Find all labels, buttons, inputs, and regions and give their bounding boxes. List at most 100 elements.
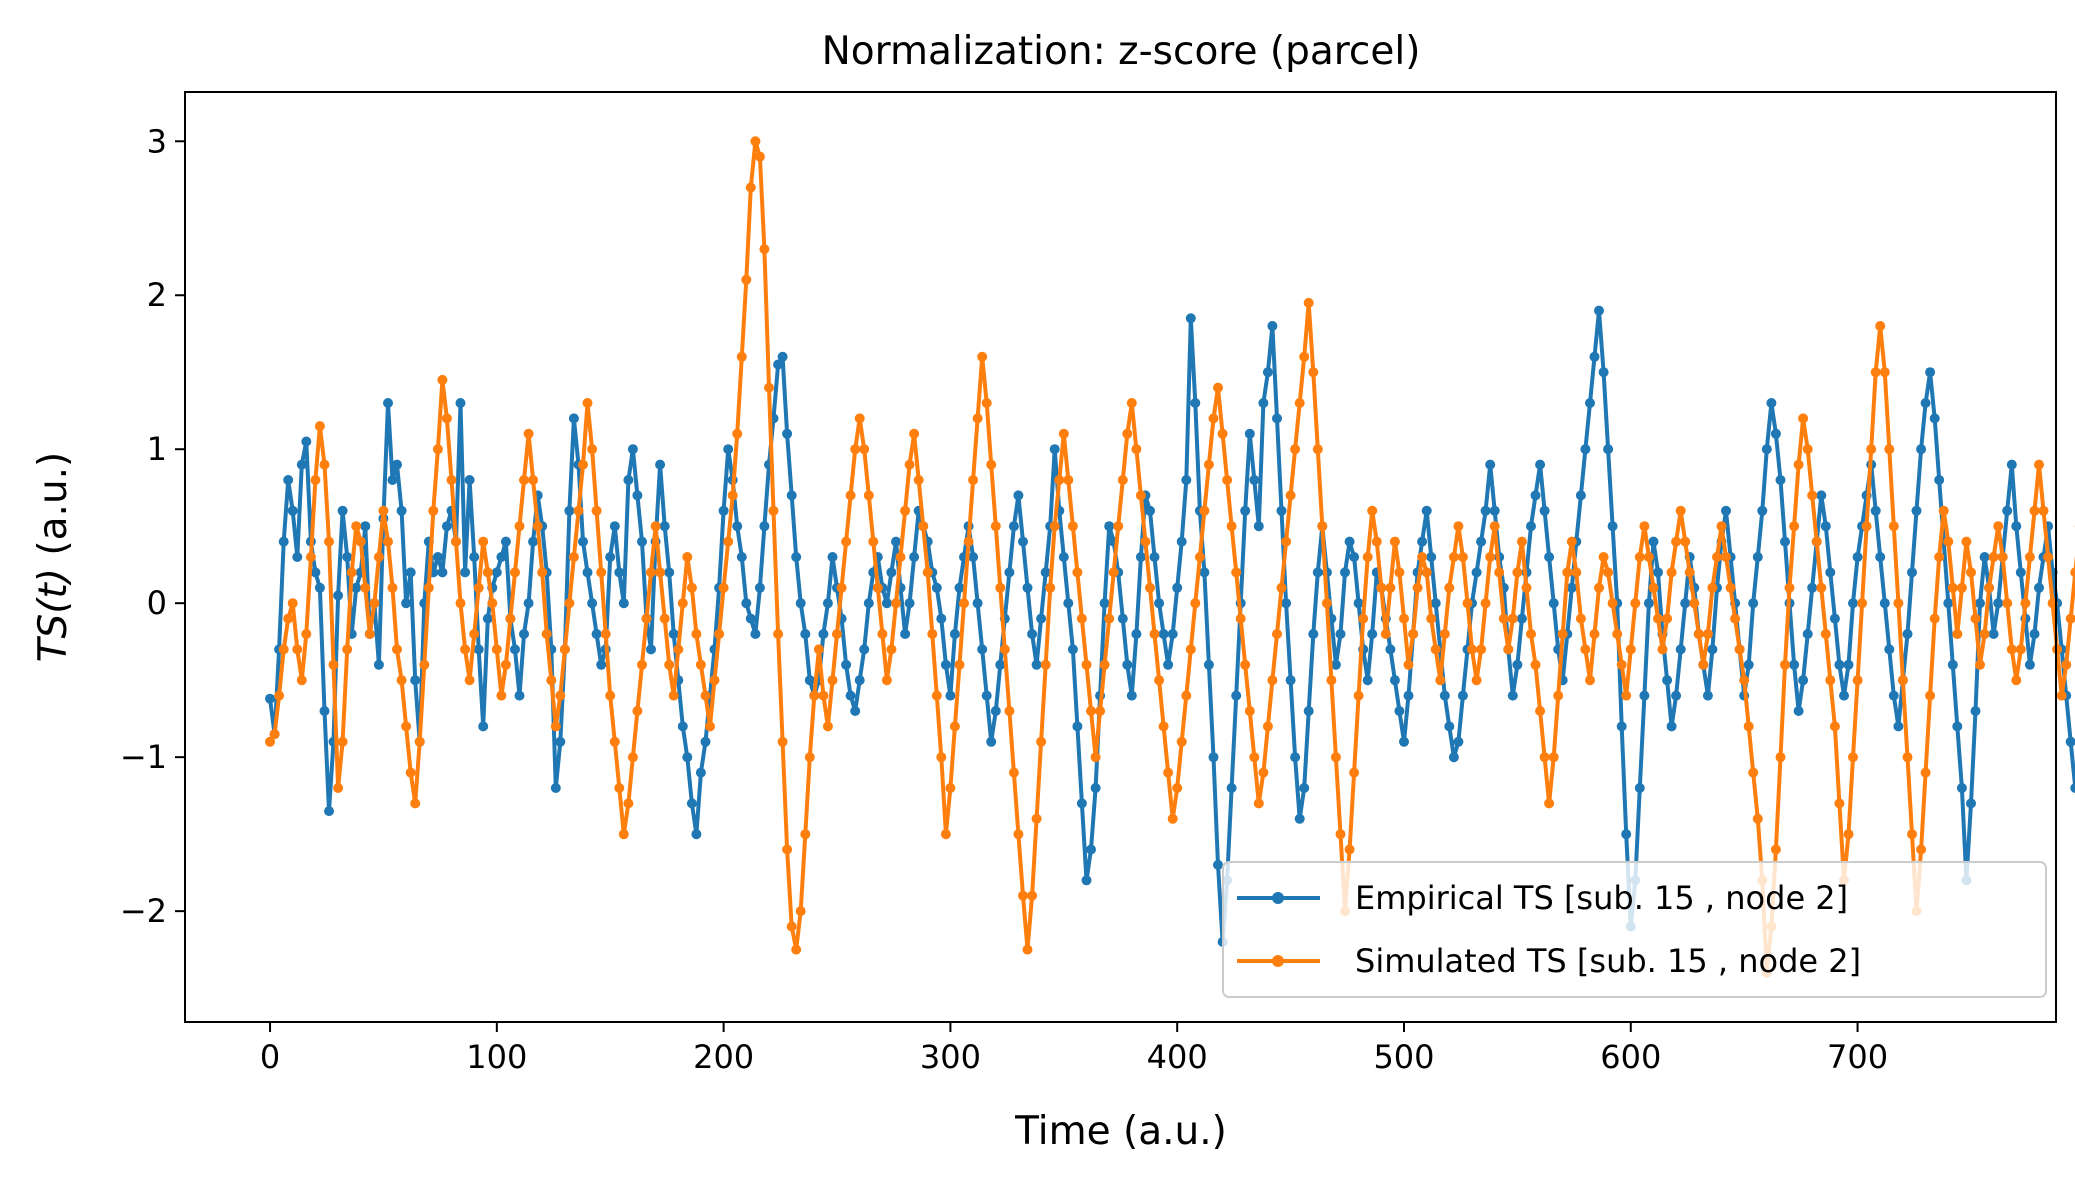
- x-tick-label: 0: [260, 1038, 280, 1076]
- data-point: [1476, 644, 1487, 655]
- data-point: [1349, 767, 1360, 778]
- data-point: [668, 690, 679, 701]
- data-point: [1471, 675, 1482, 686]
- data-point: [1013, 490, 1024, 501]
- x-axis-ticks: 0 100 200 300 400 500 600 700: [260, 1022, 1888, 1076]
- data-point: [514, 690, 525, 701]
- data-point: [909, 428, 920, 439]
- data-point: [591, 505, 602, 516]
- data-point: [1303, 297, 1314, 308]
- data-point: [1485, 459, 1496, 470]
- data-point: [1507, 613, 1518, 624]
- data-point: [854, 675, 865, 686]
- data-point: [1802, 444, 1813, 455]
- data-point: [1897, 675, 1908, 686]
- data-point: [1907, 567, 1917, 578]
- data-point: [1076, 613, 1087, 624]
- data-point: [695, 767, 706, 778]
- data-point: [1258, 398, 1269, 408]
- data-point: [1725, 582, 1736, 593]
- data-point: [954, 659, 965, 670]
- data-point: [473, 582, 484, 593]
- data-point: [346, 567, 357, 578]
- data-point: [999, 644, 1010, 655]
- data-point: [1752, 552, 1763, 562]
- data-point: [1766, 398, 1777, 408]
- data-point: [460, 644, 471, 655]
- data-point: [292, 644, 303, 655]
- data-point: [573, 505, 584, 516]
- data-point: [2006, 644, 2017, 655]
- data-point: [1276, 505, 1287, 516]
- data-point: [1893, 721, 1904, 732]
- data-point: [342, 644, 353, 655]
- data-point: [750, 629, 761, 639]
- data-point: [1789, 521, 1800, 532]
- data-point: [732, 428, 743, 439]
- data-point: [2038, 505, 2049, 516]
- data-point: [682, 752, 693, 763]
- data-point: [314, 582, 325, 593]
- data-point: [1117, 613, 1128, 624]
- data-point: [741, 274, 752, 285]
- data-point: [646, 644, 656, 655]
- data-point: [1249, 475, 1260, 485]
- data-point: [963, 536, 974, 547]
- data-point: [2061, 659, 2072, 670]
- data-point: [1630, 598, 1641, 609]
- data-point: [1217, 428, 1228, 439]
- data-point: [1702, 629, 1713, 639]
- data-point: [854, 413, 865, 424]
- data-point: [2002, 505, 2013, 516]
- x-tick-label: 300: [920, 1038, 981, 1076]
- data-point: [1394, 567, 1405, 578]
- data-point: [2011, 675, 2022, 686]
- data-point: [1036, 613, 1047, 624]
- data-point: [841, 536, 852, 547]
- data-point: [1943, 536, 1954, 547]
- data-point: [1140, 536, 1151, 547]
- data-point: [1004, 567, 1015, 578]
- data-point: [491, 567, 502, 578]
- data-point: [283, 475, 294, 485]
- data-point: [1716, 521, 1727, 532]
- data-point: [559, 644, 570, 655]
- data-point: [1249, 752, 1260, 763]
- data-point: [949, 629, 960, 639]
- data-point: [605, 690, 616, 701]
- data-point: [351, 582, 362, 593]
- data-point: [718, 505, 729, 516]
- data-point: [650, 521, 661, 532]
- data-point: [709, 675, 720, 686]
- data-point: [473, 644, 484, 655]
- data-point: [1031, 813, 1042, 824]
- data-point: [319, 706, 330, 716]
- data-point: [414, 736, 425, 747]
- data-point: [1480, 505, 1491, 516]
- data-point: [931, 582, 942, 593]
- data-point: [1317, 521, 1328, 532]
- data-point: [1920, 767, 1931, 778]
- data-point: [1294, 813, 1305, 824]
- y-tick-label: −1: [120, 738, 167, 776]
- data-point: [2029, 629, 2040, 639]
- data-point: [1018, 890, 1028, 901]
- data-point: [1058, 552, 1069, 562]
- data-point: [904, 598, 915, 609]
- data-point: [909, 552, 920, 562]
- data-point: [1158, 721, 1169, 732]
- data-point: [1526, 629, 1536, 639]
- data-point: [1104, 613, 1115, 624]
- data-point: [727, 490, 738, 501]
- data-point: [1480, 598, 1491, 609]
- data-point: [2065, 613, 2075, 624]
- data-point: [1580, 444, 1591, 455]
- data-point: [646, 567, 656, 578]
- data-point: [1966, 798, 1976, 809]
- data-point: [1857, 598, 1868, 609]
- data-point: [1004, 706, 1015, 716]
- data-point: [1149, 629, 1160, 639]
- data-point: [1657, 644, 1668, 655]
- data-point: [800, 829, 811, 840]
- data-point: [1653, 567, 1663, 578]
